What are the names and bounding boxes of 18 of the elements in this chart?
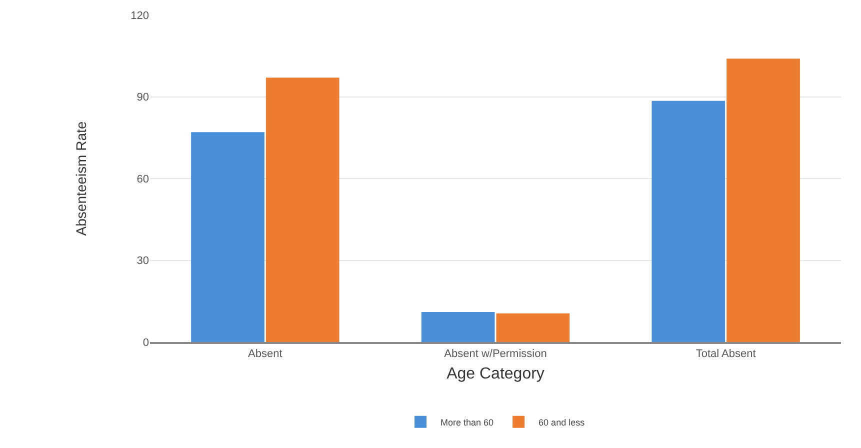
x-tick-label: Total Absent	[696, 348, 756, 360]
bar	[726, 58, 800, 342]
x-tick-label: Absent	[248, 348, 282, 360]
y-tick-label: 60	[136, 173, 149, 186]
bar	[496, 313, 570, 342]
x-tick-label: Absent w/Permission	[444, 348, 547, 360]
x-axis-title: Age Category	[446, 365, 544, 382]
y-axis-title: Absenteeism Rate	[73, 121, 90, 236]
bar	[652, 100, 726, 342]
y-tick-label: 90	[136, 92, 149, 104]
y-tick-label: 30	[136, 255, 149, 268]
legend-label: 60 and less	[538, 417, 586, 428]
y-tick-label: 0	[142, 336, 149, 349]
bar	[191, 132, 264, 342]
bar	[421, 312, 495, 342]
y-tick-label: 120	[130, 10, 149, 22]
legend-label: More than 60	[440, 417, 494, 428]
bar	[266, 78, 340, 342]
